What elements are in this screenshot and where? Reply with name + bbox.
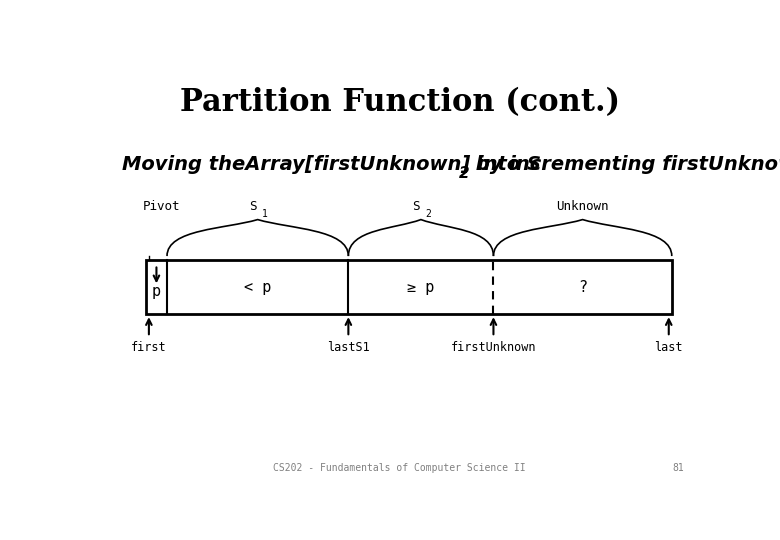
Text: ?: ? — [578, 280, 587, 295]
Text: by incrementing firstUnknown.: by incrementing firstUnknown. — [469, 155, 780, 174]
Bar — [146, 260, 672, 314]
Text: S: S — [413, 200, 420, 213]
Text: S: S — [249, 200, 257, 213]
Text: lastS1: lastS1 — [327, 341, 370, 354]
Text: last: last — [654, 341, 683, 354]
Text: < p: < p — [244, 280, 271, 295]
Text: 81: 81 — [672, 463, 684, 473]
Text: CS202 - Fundamentals of Computer Science II: CS202 - Fundamentals of Computer Science… — [274, 463, 526, 473]
Text: firstUnknown: firstUnknown — [451, 341, 536, 354]
Text: Pivot: Pivot — [143, 200, 180, 213]
Text: ≥ p: ≥ p — [407, 280, 434, 295]
Text: Moving theArray[firstUnknown] into S: Moving theArray[firstUnknown] into S — [122, 155, 541, 174]
Text: Unknown: Unknown — [556, 200, 609, 213]
Text: 2: 2 — [459, 166, 469, 181]
Text: Partition Function (cont.): Partition Function (cont.) — [179, 87, 620, 118]
Text: p: p — [152, 284, 161, 299]
Text: first: first — [131, 341, 167, 354]
Text: 2: 2 — [425, 208, 431, 219]
Text: 1: 1 — [262, 208, 268, 219]
